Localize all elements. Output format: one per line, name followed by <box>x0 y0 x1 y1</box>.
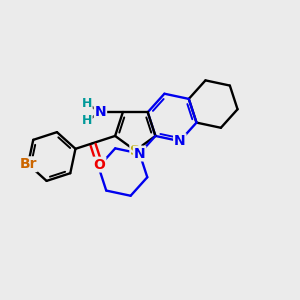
Text: N: N <box>174 134 186 148</box>
Text: S: S <box>130 144 140 158</box>
Text: O: O <box>94 158 106 172</box>
Text: H: H <box>82 97 92 110</box>
Text: N: N <box>94 105 106 119</box>
Text: H: H <box>82 115 92 128</box>
Text: N: N <box>134 146 146 161</box>
Text: Br: Br <box>19 157 37 171</box>
